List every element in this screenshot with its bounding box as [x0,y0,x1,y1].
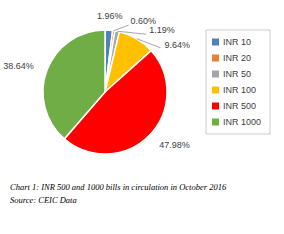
leader-line [137,39,161,48]
legend-label: INR 500 [223,101,256,111]
data-label: 47.98% [159,140,190,150]
data-label: 1.96% [97,11,123,21]
data-label: 0.60% [130,16,156,26]
legend-swatch [212,103,219,110]
legend-label: INR 20 [223,53,251,63]
legend-label: INR 1000 [223,117,261,127]
legend-label: INR 10 [223,37,251,47]
legend-swatch [212,39,219,46]
legend-swatch [212,55,219,62]
source: Source: CEIC Data [10,195,77,205]
legend-swatch [212,119,219,126]
legend-box [206,30,270,134]
legend-label: INR 50 [223,69,251,79]
leader-line [114,25,129,31]
pie: 1.96% 0.60%1.19% 9.64% 47.98% 38.64% [3,11,190,154]
data-label: 1.19% [149,25,175,35]
legend-swatch [212,87,219,94]
data-label: 38.64% [3,61,34,71]
chart: 1.96%0.60%1.19%9.64%47.98%38.64%INR 10IN… [0,0,284,234]
data-label: 9.64% [165,40,191,50]
caption: Chart 1: INR 500 and 1000 bills in circu… [10,182,227,192]
leader-line [117,31,146,34]
legend-swatch [212,71,219,78]
legend: INR 10 INR 20 INR 50 INR 100 INR 500 INR 1000 [206,30,270,134]
legend-label: INR 100 [223,85,256,95]
pie-slice [43,30,105,139]
